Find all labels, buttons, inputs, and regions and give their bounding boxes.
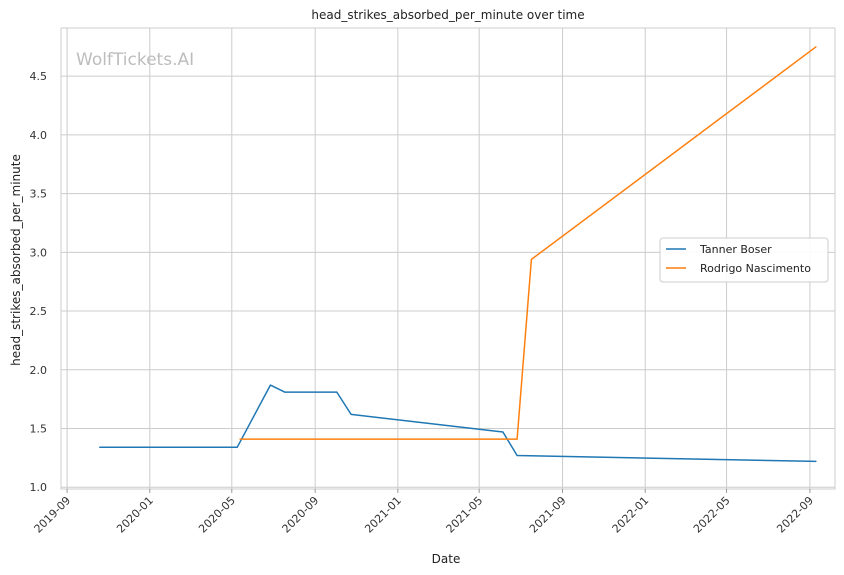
y-tick-label: 4.5 xyxy=(30,70,48,83)
data-point xyxy=(516,454,518,457)
data-point xyxy=(350,413,352,416)
y-tick-label: 2.5 xyxy=(30,305,48,318)
plot-frame xyxy=(60,27,836,490)
y-tick-label: 4.0 xyxy=(30,129,48,142)
data-point xyxy=(336,391,338,393)
data-point xyxy=(502,431,504,433)
legend-label: Tanner Boser xyxy=(699,243,772,256)
y-tick-label: 3.0 xyxy=(30,246,48,259)
legend: Tanner Boser Rodrigo Nascimento xyxy=(659,237,829,283)
data-point xyxy=(236,446,238,448)
data-point xyxy=(815,460,817,462)
x-axis-label: Date xyxy=(432,552,461,566)
y-tick-label: 3.5 xyxy=(30,188,48,201)
data-point xyxy=(239,438,241,440)
y-axis-label: head_strikes_absorbed_per_minute xyxy=(9,154,23,366)
data-point xyxy=(530,258,532,260)
y-tick-label: 2.0 xyxy=(30,364,48,377)
data-point xyxy=(99,446,101,448)
y-tick-label: 1.5 xyxy=(30,423,48,436)
y-tick-labels: 1.0 1.5 2.0 2.5 3.0 3.5 4.0 4.5 xyxy=(30,70,48,494)
legend-label: Rodrigo Nascimento xyxy=(700,262,811,275)
y-tick-label: 1.0 xyxy=(30,481,48,494)
data-point xyxy=(516,438,518,440)
data-point xyxy=(284,391,286,393)
data-point xyxy=(269,384,272,386)
series-line-1 xyxy=(239,46,817,440)
legend-box xyxy=(659,237,829,283)
data-point xyxy=(815,46,817,48)
watermark: WolfTickets.AI xyxy=(76,50,194,70)
chart-title: head_strikes_absorbed_per_minute over ti… xyxy=(311,8,584,22)
series-group xyxy=(99,46,817,463)
